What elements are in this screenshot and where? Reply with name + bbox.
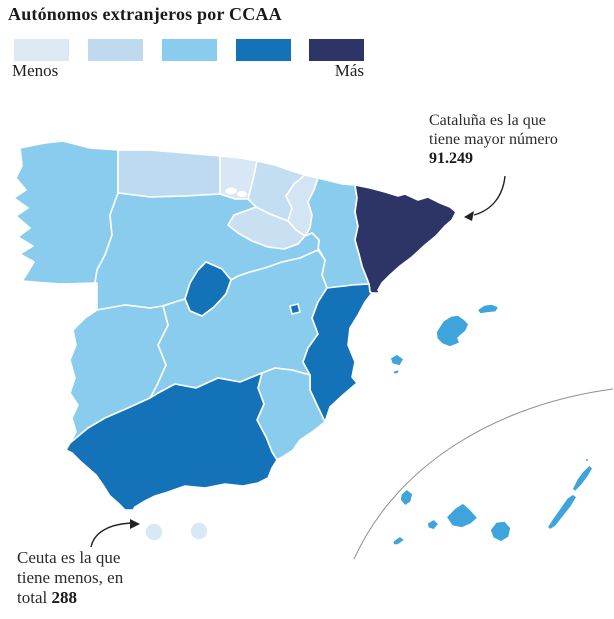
legend-swatch-3 [162,39,217,61]
annotation-arrows [90,175,506,548]
max-annotation-arrow [473,175,506,216]
max-annotation-value: 91.249 [429,150,473,167]
region-asturias [117,149,221,198]
max-annotation-line2: tiene mayor número [429,131,558,148]
region-baleares [389,303,500,375]
min-annotation-arrowhead [130,519,140,529]
region-canarias [392,457,594,546]
legend-swatch-5 [309,39,364,61]
region-melilla [189,521,209,541]
legend-swatch-1 [14,39,69,61]
legend-max-label: Más [334,61,364,80]
max-annotation-arrowhead [464,211,474,221]
max-annotation: Cataluña es la que tiene mayor número 91… [429,111,614,168]
region-comunidad-valenciana [302,283,373,423]
chart-title: Autónomos extranjeros por CCAA [8,4,282,24]
canary-inset-divider-line [353,388,614,560]
legend-min-label: Menos [12,61,59,80]
max-annotation-line1: Cataluña es la que [429,112,546,129]
legend-swatch-4 [236,39,291,61]
min-annotation-prefix: total [17,588,52,607]
region-ceuta [144,522,164,542]
min-annotation-line3: total 288 [17,588,207,608]
min-annotation-value: 288 [51,588,77,607]
legend-swatch-2 [88,39,143,61]
min-annotation-line2: tiene menos, en [17,568,124,587]
ebro-reservoir-2 [237,191,247,198]
region-cataluna [354,184,457,294]
min-annotation-line1: Ceuta es la que [17,548,121,567]
min-annotation-arrow [90,522,133,548]
ebro-reservoir [225,187,237,195]
region-valencia-exclave [289,303,301,315]
min-annotation: Ceuta es la que tiene menos, en total 28… [17,548,207,608]
region-andalucia [65,372,278,511]
